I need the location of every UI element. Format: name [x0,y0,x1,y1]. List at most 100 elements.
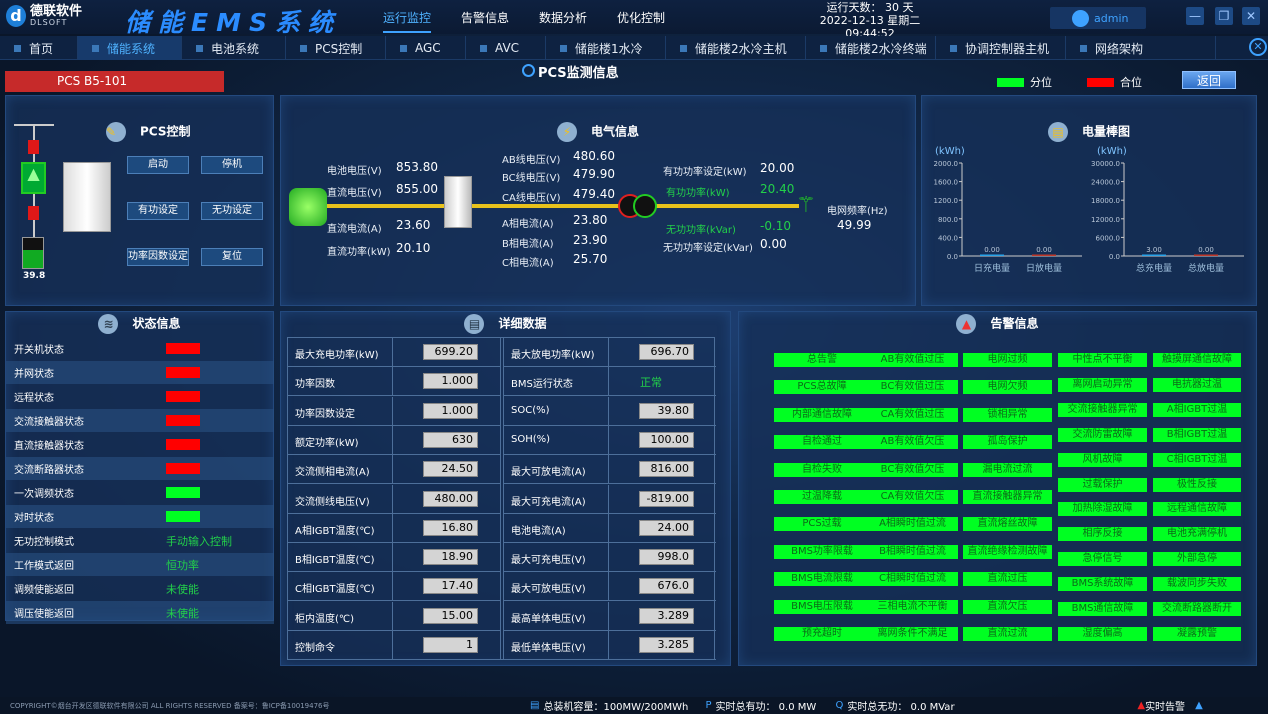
status-row: 调压使能返回 未使能 [6,601,274,624]
breaker-icon [28,140,39,154]
detail-value: 696.70 [639,344,694,360]
logo-icon: d [6,5,26,27]
tab-battery[interactable]: 电池系统 [182,36,286,60]
total-active-power: 实时总有功： 0.0 MW [715,702,817,713]
tab-avc[interactable]: AVC [466,36,546,60]
detail-value: 998.0 [639,549,694,566]
status-label: 工作模式返回 [14,561,74,572]
table-row [504,338,716,367]
total-reactive-power: 实时总无功： 0.0 MVar [847,702,955,713]
tab-coordinator-host[interactable]: 协调控制器主机 [936,36,1066,60]
stop-button[interactable]: 停机 [201,156,263,174]
tab-building1-cooling[interactable]: 储能楼1水冷 [546,36,666,60]
tab-agc[interactable]: AGC [386,36,466,60]
energy-bar-chart: (kWh)0.0400.0800.01200.01600.02000.00.00… [934,146,1244,274]
nav-run-monitor[interactable]: 运行监控 [383,9,432,33]
battery-soc-icon [22,237,44,269]
back-button[interactable]: 返回 [1182,71,1236,89]
tab-building2-cooling-terminal[interactable]: 储能楼2水冷终端 [806,36,936,60]
alarm-indicator: 湿度偏高 [1058,626,1147,641]
status-indicator [166,463,200,474]
ac-value: 23.90 [573,233,608,247]
cell-divider [392,543,393,573]
nav-optimize-control[interactable]: 优化控制 [617,11,666,25]
status-row: 交流断路器状态 [6,457,274,480]
detail-label: 最大充电功率(kW) [295,350,379,361]
cell-divider [608,631,609,660]
alarm-indicator: 外部急停 [1153,552,1241,567]
status-row: 无功控制模式 手动输入控制 [6,529,274,552]
start-button[interactable]: 启动 [127,156,189,174]
panel-title: ▤ 电量棒图 [922,122,1256,142]
alarm-indicator: 预充超时 [774,627,870,641]
tab-network[interactable]: 网络架构 [1066,36,1216,60]
active-power-set-button[interactable]: 有功设定 [127,202,189,220]
expand-icon[interactable]: ▲ [1195,700,1203,711]
tab-building2-cooling-host[interactable]: 储能楼2水冷主机 [666,36,806,60]
status-label: 直流接触器状态 [14,441,84,452]
cell-divider [608,484,609,514]
grid-frequency-label: 电网频率(Hz) [827,206,888,217]
alarm-indicator: 电网过频 [963,353,1052,367]
y-tick-label: 1600.0 [934,179,959,187]
cell-divider [392,572,393,602]
alarm-bell-icon: ▲ [1137,700,1146,711]
alarm-indicator: 总告警 [774,353,870,367]
restore-button[interactable]: ❐ [1215,7,1233,25]
detail-label: 最高单体电压(V) [511,613,586,625]
detail-panel: ▤ 详细数据 [280,311,731,666]
alarm-indicator: 急停信号 [1058,552,1147,567]
tab-home[interactable]: 首页 [0,36,78,60]
status-row: 工作模式返回 恒功率 [6,553,274,576]
bar [1194,254,1218,256]
tab-label: 储能楼2水冷主机 [695,41,787,56]
alarm-indicator: 直流过流 [963,627,1052,641]
ac-label: CA线电压(V) [502,193,561,204]
reset-button[interactable]: 复位 [201,248,263,266]
minimize-button[interactable]: — [1186,7,1204,25]
power-label: 有功功率设定(kW) [663,167,747,178]
power-label: 无功功率(kVar) [666,225,736,236]
legend-closed: 合位 [1087,74,1142,90]
alarm-indicator: 直流欠压 [963,599,1052,614]
nav-data-analysis[interactable]: 数据分析 [539,11,588,25]
detail-label: 最大可充电流(A) [511,496,586,508]
table-row [288,455,500,485]
detail-label: 交流侧相电流(A) [295,467,370,479]
dc-value: 23.60 [396,218,431,232]
realtime-alarm-link[interactable]: 实时告警 [1145,702,1186,713]
alarm-indicator: B相瞬时值过流 [867,544,958,559]
status-indicator [166,391,200,402]
cell-divider [392,484,393,514]
tab-pcs-control[interactable]: PCS控制 [286,36,386,60]
tab-energy-storage[interactable]: 储能系统 [78,36,182,60]
detail-value: -819.00 [639,490,694,507]
detail-value: 676.0 [639,578,694,595]
ac-label: BC线电压(V) [502,173,561,184]
close-button[interactable]: ✕ [1242,7,1260,25]
dc-value: 855.00 [396,182,438,196]
alarm-indicator: 电池充满停机 [1153,527,1241,542]
tools-icon: ✎ [106,122,126,142]
cell-divider [608,572,609,602]
status-indicator [166,415,200,426]
detail-value: 699.20 [423,344,478,360]
table-row [504,602,716,631]
tab-label: 储能系统 [107,41,156,56]
tab-icon [300,44,307,52]
user-avatar-icon [1072,9,1089,27]
power-factor-set-button[interactable]: 功率因数设定 [127,248,189,266]
reactive-power-set-button[interactable]: 无功设定 [201,202,263,220]
status-label: 并网状态 [14,369,54,380]
tab-label: AVC [495,41,520,55]
user-menu[interactable]: admin [1050,7,1146,29]
settings-icon[interactable]: ✕ [1249,38,1267,56]
power-line [321,204,791,208]
dc-label: 电池电压(V) [327,166,382,177]
detail-label: 控制命令 [295,643,335,654]
reactive-power-icon: Q [835,700,844,711]
status-row: 开关机状态 [6,337,274,360]
nav-alarm-info[interactable]: 告警信息 [461,11,510,25]
detail-table: 最大充电功率(kW) 699.20 功率因数 1.000 功率因数设定 1.000 额定功率… [287,337,716,660]
table-row [288,602,500,631]
